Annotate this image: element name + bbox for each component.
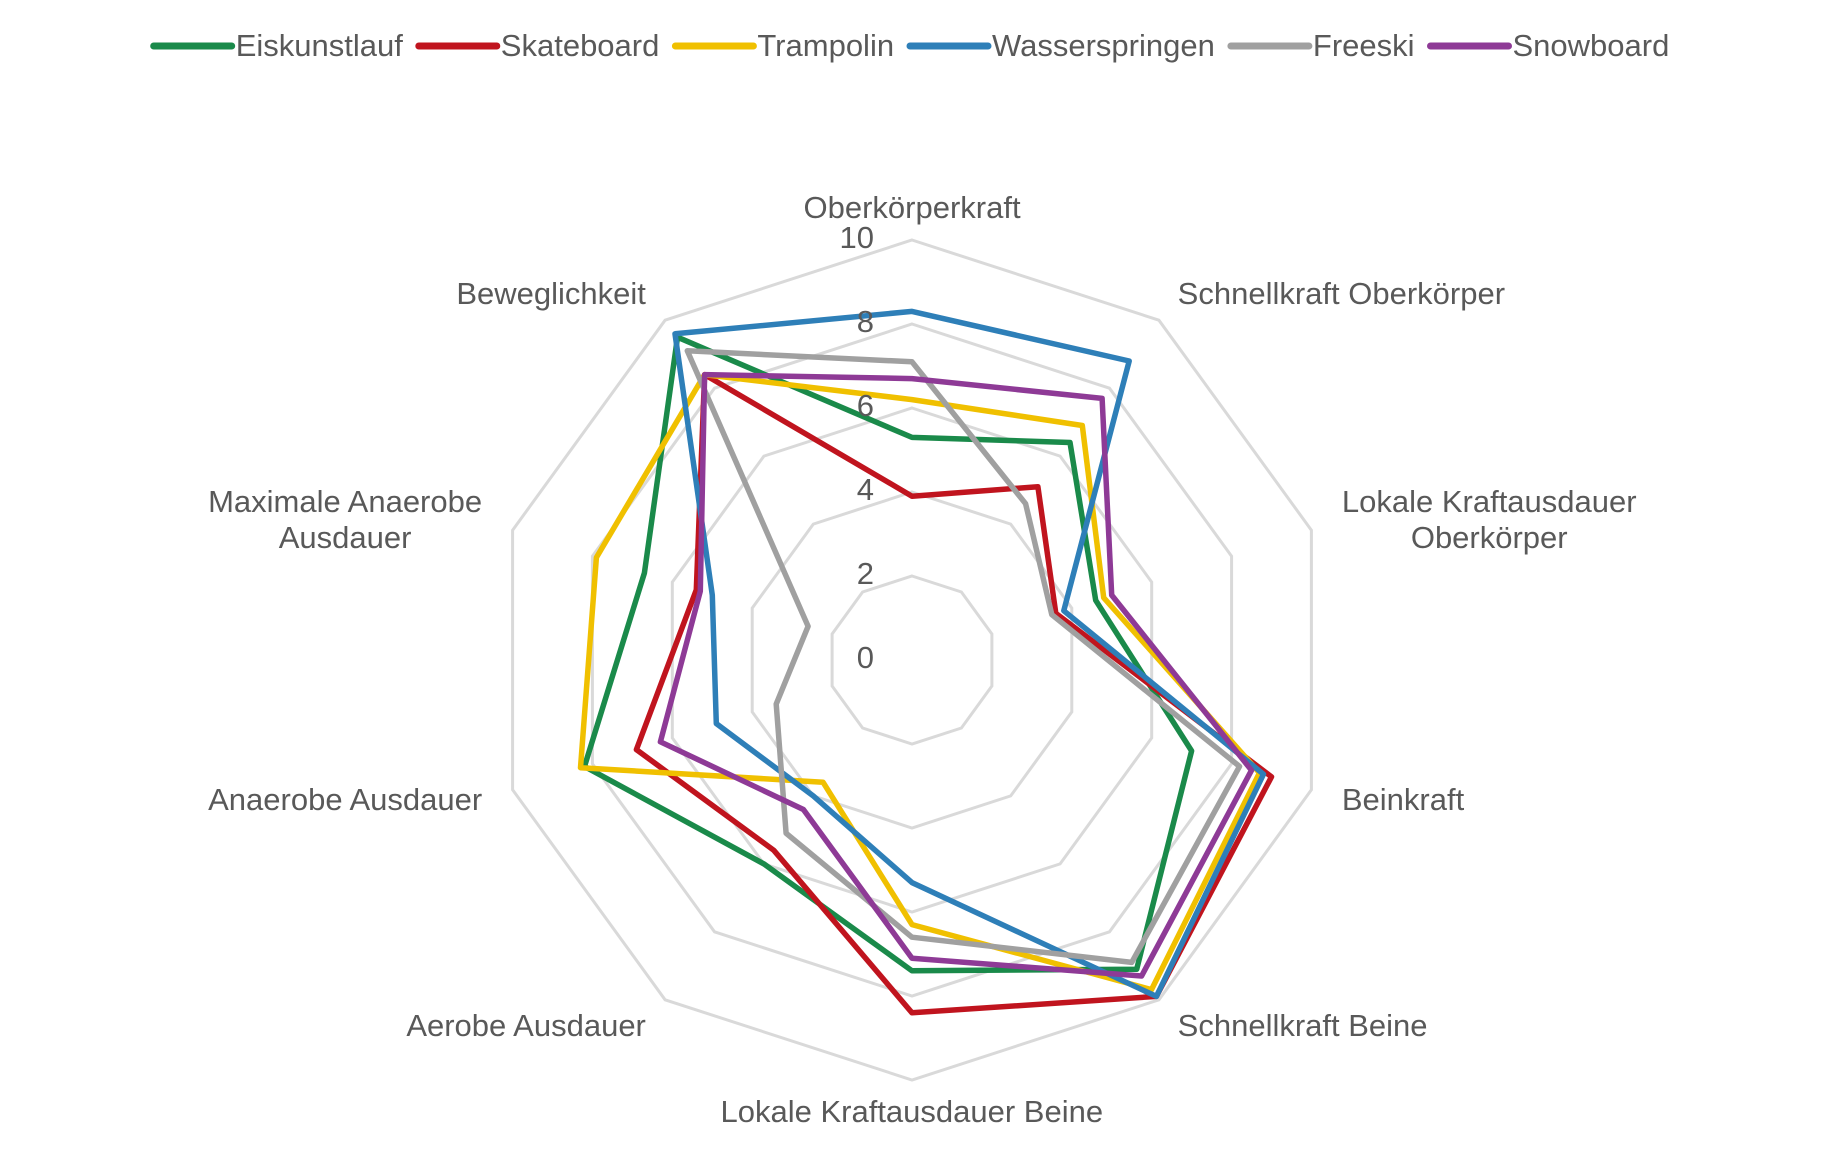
legend-item: Trampolin (671, 28, 894, 63)
axis-label: Oberkörperkraft (803, 190, 1021, 225)
axis-label: Lokale Kraftausdauer Oberkörper (1341, 484, 1637, 556)
legend-item: Eiskunstlauf (150, 28, 404, 63)
legend-item: Skateboard (415, 28, 660, 63)
legend-label: Snowboard (1513, 28, 1670, 63)
axis-label: Anaerobe Ausdauer (208, 781, 483, 817)
axis-label: Lokale Kraftausdauer Beine (720, 1094, 1104, 1129)
axis-label: Beweglichkeit (456, 276, 646, 312)
legend-label: Wasserspringen (992, 28, 1215, 63)
grid-ring (830, 574, 994, 746)
r-tick-label: 4 (857, 472, 874, 507)
grid-ring (511, 238, 1313, 1082)
legend-item: Snowboard (1427, 28, 1670, 63)
series-line (657, 371, 1255, 979)
axis-label: Maximale Anaerobe Ausdauer (208, 484, 483, 556)
r-tick-label: 6 (857, 388, 874, 423)
series-line (577, 371, 1263, 993)
legend-label: Skateboard (501, 28, 660, 63)
axis-label: Aerobe Ausdauer (406, 1007, 646, 1043)
legend-label: Eiskunstlauf (236, 28, 404, 63)
r-tick-label: 10 (840, 220, 874, 255)
axis-label: Schnellkraft Beine (1177, 1007, 1428, 1043)
r-tick-label: 0 (857, 640, 874, 675)
r-tick-label: 2 (857, 556, 874, 591)
grid-ring (750, 490, 1074, 830)
r-tick-label: 8 (857, 304, 874, 339)
legend-label: Trampolin (757, 28, 894, 63)
axis-label: Beinkraft (1341, 781, 1465, 817)
series-line (633, 371, 1275, 1016)
legend-label: Freeski (1313, 28, 1415, 63)
legend-item: Wasserspringen (906, 28, 1215, 63)
axis-label: Schnellkraft Oberkörper (1177, 276, 1506, 312)
series-line (581, 334, 1195, 974)
series-line (684, 348, 1243, 966)
legend-item: Freeski (1227, 28, 1415, 63)
